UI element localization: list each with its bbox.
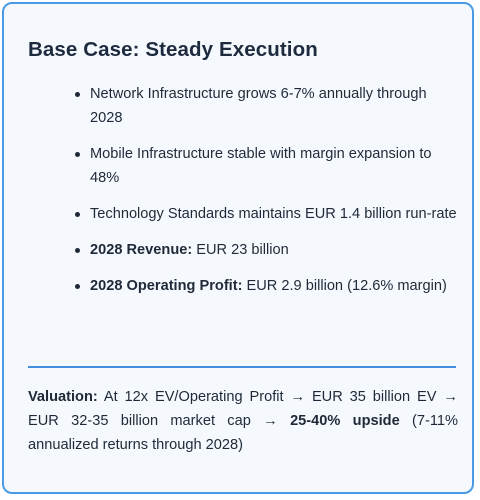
valuation-label: Valuation: <box>28 389 98 405</box>
list-item: Network Infrastructure grows 6-7% annual… <box>75 82 460 130</box>
valuation-text: At 12x EV/Operating Profit → EUR 35 bill… <box>28 389 458 429</box>
card-title: Base Case: Steady Execution <box>28 38 318 61</box>
list-item: 2028 Revenue: EUR 23 billion <box>75 238 460 262</box>
bullet-text: Mobile Infrastructure stable with margin… <box>90 146 432 186</box>
list-item: 2028 Operating Profit: EUR 2.9 billion (… <box>75 274 460 298</box>
bullet-text: Network Infrastructure grows 6-7% annual… <box>90 86 427 126</box>
bullet-bold-label: 2028 Operating Profit: <box>90 278 243 294</box>
list-item: Mobile Infrastructure stable with margin… <box>75 142 460 190</box>
section-divider <box>28 366 456 368</box>
valuation-paragraph: Valuation: At 12x EV/Operating Profit → … <box>28 385 458 457</box>
upside-highlight: 25-40% upside <box>290 413 400 429</box>
valuation-text-end: (7-11% annualized returns through 2028) <box>28 413 458 453</box>
assumptions-list: Network Infrastructure grows 6-7% annual… <box>75 82 460 310</box>
bullet-text: Technology Standards maintains EUR 1.4 b… <box>90 206 457 222</box>
bullet-bold-label: 2028 Revenue: <box>90 242 193 258</box>
base-case-card: Base Case: Steady Execution Network Infr… <box>2 2 474 494</box>
bullet-text: EUR 23 billion <box>192 242 289 258</box>
bullet-text: EUR 2.9 billion (12.6% margin) <box>242 278 447 294</box>
list-item: Technology Standards maintains EUR 1.4 b… <box>75 202 460 226</box>
